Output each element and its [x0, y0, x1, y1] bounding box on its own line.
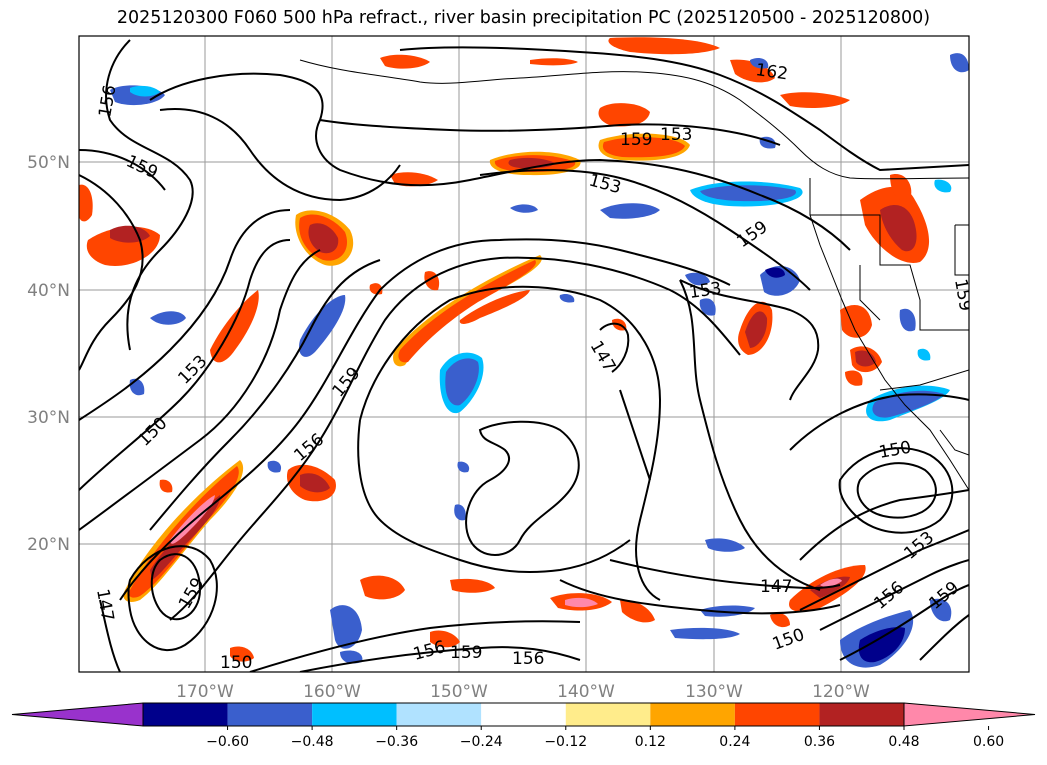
contour-label: 150 — [220, 653, 252, 673]
colorbar-segment — [481, 703, 566, 726]
contour-label: 159 — [620, 130, 652, 150]
contour-label: 159 — [450, 643, 482, 663]
colorbar-segment — [396, 703, 482, 726]
longitude-labels: 170°W 160°W 150°W 140°W 130°W 120°W — [176, 682, 870, 702]
lon-label-130w: 130°W — [685, 682, 743, 702]
colorbar-tick-label: 0.36 — [804, 734, 835, 750]
contour-label: 156 — [512, 649, 544, 669]
lat-label-50n: 50°N — [27, 153, 70, 173]
contour-label: 159 — [950, 277, 975, 312]
colorbar-segment — [650, 703, 735, 726]
colorbar-segment — [143, 703, 228, 726]
lat-label-30n: 30°N — [27, 408, 70, 428]
colorbar-segment — [227, 703, 313, 726]
contour-label: 153 — [660, 125, 692, 145]
lon-label-170w: 170°W — [176, 682, 234, 702]
colorbar — [11, 702, 1036, 727]
coastlines — [299, 59, 969, 491]
colorbar-tick-label: −0.36 — [375, 734, 418, 750]
colorbar-segment — [312, 703, 397, 726]
lat-label-20n: 20°N — [27, 535, 70, 555]
colorbar-tick-label: 0.60 — [973, 734, 1004, 750]
lon-label-120w: 120°W — [812, 682, 870, 702]
colorbar-segment — [565, 703, 651, 726]
colorbar-tick-label: −0.60 — [206, 734, 249, 750]
colorbar-tick-label: −0.48 — [291, 734, 334, 750]
colorbar-labels: −0.60 −0.48 −0.36 −0.24 −0.12 0.12 0.24 0.36 0.4… — [206, 726, 1004, 750]
lon-label-140w: 140°W — [557, 682, 615, 702]
map-title: 2025120300 F060 500 hPa refract., river … — [116, 8, 931, 28]
lat-label-40n: 40°N — [27, 281, 70, 301]
contour-label: 162 — [754, 60, 789, 84]
colorbar-tick-label: 0.12 — [635, 734, 666, 750]
lon-label-160w: 160°W — [303, 682, 361, 702]
colorbar-frame — [142, 702, 905, 727]
colorbar-tick-label: −0.24 — [460, 734, 503, 750]
height-contours — [79, 39, 969, 672]
contour-label: 153 — [688, 279, 723, 303]
colorbar-tick-label: 0.48 — [888, 734, 919, 750]
colorbar-extend-min — [11, 702, 144, 727]
latitude-labels: 50°N 40°N 30°N 20°N — [27, 153, 70, 555]
lon-label-150w: 150°W — [430, 682, 488, 702]
colorbar-segment — [819, 703, 904, 726]
colorbar-tick-label: 0.24 — [719, 734, 750, 750]
contour-label: 147 — [760, 577, 792, 597]
map-frame — [78, 35, 970, 673]
colorbar-extend-max — [903, 702, 1036, 727]
colorbar-segment — [734, 703, 820, 726]
colorbar-tick-label: −0.12 — [544, 734, 587, 750]
